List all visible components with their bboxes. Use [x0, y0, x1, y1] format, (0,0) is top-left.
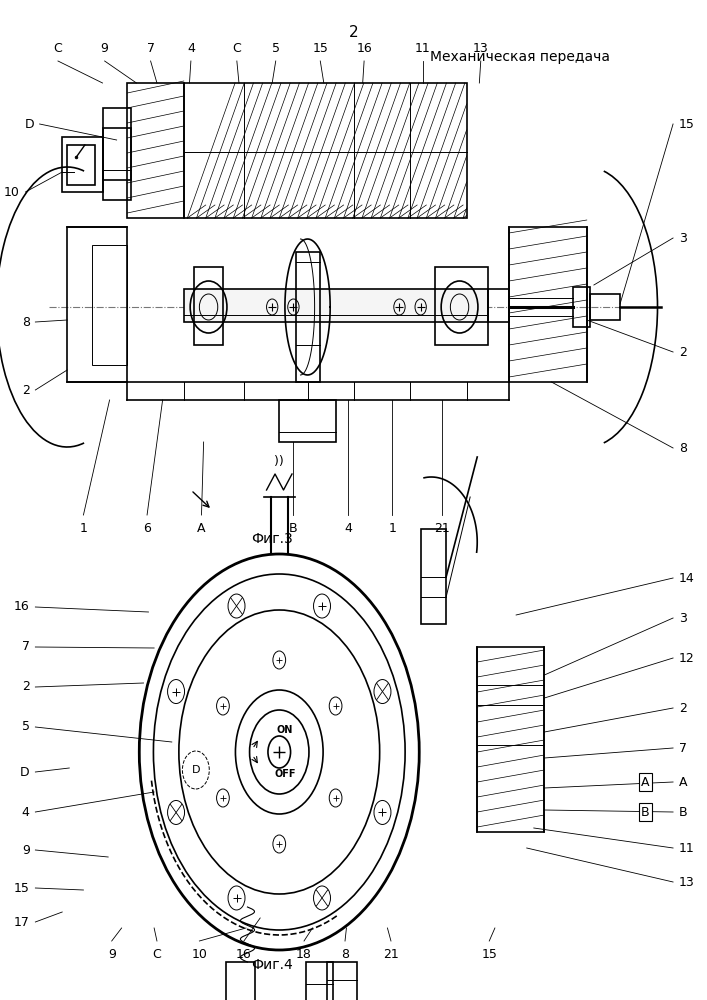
- Text: Фиг.3: Фиг.3: [251, 532, 293, 546]
- Text: 2: 2: [349, 25, 358, 40]
- Text: 8: 8: [22, 316, 30, 328]
- Text: 16: 16: [356, 42, 372, 55]
- Text: 4: 4: [187, 42, 195, 55]
- Text: B: B: [641, 806, 650, 818]
- Bar: [226, 962, 255, 1000]
- Text: C: C: [54, 42, 62, 55]
- Text: 2: 2: [679, 346, 686, 359]
- Text: 15: 15: [679, 117, 694, 130]
- Bar: [573, 287, 590, 327]
- Bar: [103, 128, 131, 180]
- Text: OFF: OFF: [274, 769, 296, 779]
- Text: A: A: [197, 522, 206, 535]
- Text: 16: 16: [236, 948, 252, 961]
- Text: 11: 11: [679, 842, 694, 854]
- Text: 2: 2: [22, 383, 30, 396]
- Text: 12: 12: [679, 652, 694, 664]
- Text: 3: 3: [679, 232, 686, 244]
- Text: 18: 18: [296, 948, 312, 961]
- Text: 10: 10: [192, 948, 207, 961]
- Text: 5: 5: [271, 42, 280, 55]
- Text: 1: 1: [79, 522, 88, 535]
- Bar: [194, 267, 223, 345]
- Text: 11: 11: [415, 42, 431, 55]
- Bar: [306, 962, 333, 1000]
- Text: Механическая передача: Механическая передача: [430, 50, 609, 64]
- Bar: [477, 647, 544, 832]
- Text: 4: 4: [344, 522, 352, 535]
- Bar: [435, 267, 488, 345]
- Text: 2: 2: [22, 680, 30, 694]
- Text: 8: 8: [679, 442, 686, 454]
- Text: A: A: [679, 776, 687, 788]
- Text: 2: 2: [679, 702, 686, 714]
- Bar: [296, 252, 320, 382]
- Bar: [184, 289, 488, 322]
- Text: 8: 8: [341, 948, 349, 961]
- Bar: [127, 83, 184, 218]
- Text: 10: 10: [4, 186, 20, 198]
- Text: B: B: [289, 522, 298, 535]
- Text: D: D: [192, 765, 200, 775]
- Text: 21: 21: [383, 948, 399, 961]
- Bar: [488, 289, 509, 322]
- Bar: [279, 400, 336, 442]
- Text: B: B: [679, 806, 687, 818]
- Text: 9: 9: [22, 844, 30, 856]
- Text: 16: 16: [14, 600, 30, 613]
- Text: 1: 1: [388, 522, 397, 535]
- Bar: [184, 83, 467, 218]
- Text: 15: 15: [312, 42, 328, 55]
- Text: 7: 7: [22, 641, 30, 654]
- Text: D: D: [20, 766, 30, 778]
- Text: 15: 15: [481, 948, 497, 961]
- Text: 7: 7: [679, 742, 686, 754]
- Text: Фиг.4: Фиг.4: [251, 958, 293, 972]
- Text: C: C: [233, 42, 241, 55]
- Bar: [590, 294, 620, 320]
- Text: A: A: [641, 776, 650, 788]
- Text: )): )): [274, 456, 292, 468]
- Text: 3: 3: [679, 611, 686, 624]
- Text: 7: 7: [146, 42, 155, 55]
- Bar: [509, 227, 587, 382]
- Text: 6: 6: [143, 522, 151, 535]
- Text: C: C: [153, 948, 161, 961]
- Bar: [103, 108, 131, 200]
- Bar: [62, 137, 103, 192]
- Text: 15: 15: [14, 882, 30, 894]
- Text: 13: 13: [473, 42, 489, 55]
- Text: D: D: [24, 117, 34, 130]
- Text: 9: 9: [107, 948, 116, 961]
- Bar: [67, 227, 127, 382]
- Text: 21: 21: [434, 522, 450, 535]
- Text: 4: 4: [22, 806, 30, 818]
- Text: 13: 13: [679, 876, 694, 888]
- Text: ON: ON: [276, 725, 293, 735]
- Text: 5: 5: [22, 720, 30, 734]
- Bar: [421, 529, 446, 624]
- Text: 17: 17: [14, 916, 30, 928]
- Bar: [67, 145, 95, 185]
- Text: 9: 9: [100, 42, 109, 55]
- Text: 14: 14: [679, 572, 694, 584]
- Bar: [92, 245, 127, 365]
- Bar: [327, 962, 357, 1000]
